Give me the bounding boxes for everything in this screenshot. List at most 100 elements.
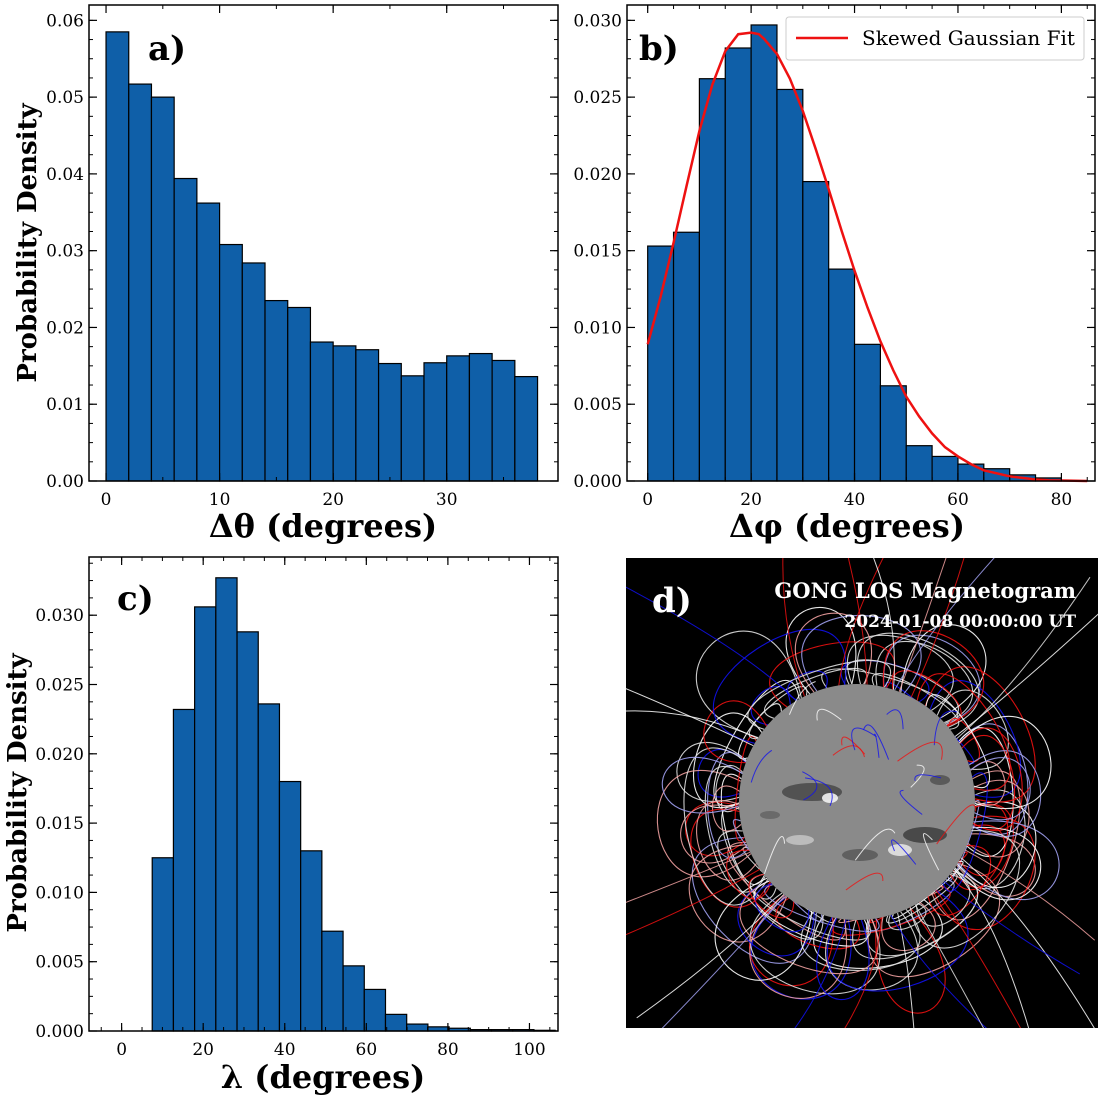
field-line (949, 804, 1009, 891)
field-line (925, 694, 990, 789)
open-field-line (626, 710, 758, 739)
y-tick-label: 0.03 (46, 242, 84, 262)
field-line (775, 897, 860, 950)
histogram-bar (278, 780, 302, 1032)
histogram-bar (406, 1023, 429, 1032)
disk-field-line (897, 741, 943, 762)
y-tick-label: 0.01 (46, 395, 84, 415)
legend-label: Skewed Gaussian Fit (862, 26, 1075, 50)
histogram-bar (698, 78, 726, 482)
histogram-bar (287, 306, 312, 482)
magnetogram-timestamp: 2024-01-08 00:00:00 UT (844, 612, 1076, 632)
disk-field-line (816, 708, 842, 721)
disk-field-line (805, 777, 833, 807)
field-line (737, 880, 815, 957)
y-tick-label: 0.020 (573, 165, 622, 185)
field-line (846, 634, 954, 711)
disk-field-line (910, 764, 925, 788)
x-tick-label: 60 (356, 1040, 378, 1060)
open-field-line (910, 558, 965, 698)
disk-field-line (891, 839, 917, 865)
bars-group (151, 577, 556, 1032)
field-line (881, 901, 936, 952)
x-tick-label: 60 (947, 490, 969, 510)
histogram-bar (802, 180, 830, 482)
disk-field-line (802, 771, 818, 801)
field-line (749, 892, 881, 995)
disk-field-line (750, 749, 773, 783)
field-line (692, 836, 818, 964)
histogram-bar (750, 24, 778, 482)
histogram-bar (257, 703, 281, 1032)
histogram-bar (194, 606, 217, 1032)
y-axis: 0.00 0.01 0.02 0.03 0.04 0.05 0.06 (46, 11, 558, 492)
field-line (693, 712, 763, 809)
y-tick-label: 0.005 (573, 395, 622, 415)
x-tick-label: 40 (274, 1040, 296, 1060)
histogram-bar (724, 47, 752, 482)
histogram-bar (241, 262, 266, 482)
x-tick-label: 20 (192, 1040, 214, 1060)
field-line (712, 785, 742, 832)
open-field-line (873, 558, 895, 690)
x-tick-label: 100 (513, 1040, 545, 1060)
y-tick-label: 0.010 (35, 883, 84, 903)
open-field-line (898, 558, 947, 692)
field-line (954, 826, 1042, 901)
field-line (748, 894, 834, 987)
open-field-line (847, 558, 868, 685)
disk-field-line (854, 828, 896, 861)
field-line (958, 824, 1006, 876)
histogram-bar (776, 88, 804, 482)
histogram-lambda: 0.000 0.005 0.010 0.015 0.020 0.025 0.030 0 20 4… (3, 556, 559, 1096)
x-tick-label: 80 (1051, 490, 1073, 510)
skewed-gaussian-fit-line (646, 31, 1088, 483)
disk-field-line (873, 733, 880, 758)
field-line (915, 873, 971, 927)
histogram-bar (384, 1013, 408, 1032)
field-line (748, 873, 795, 919)
y-tick-label: 0.02 (46, 318, 84, 338)
field-line (956, 801, 1037, 889)
x-tick-label: 80 (437, 1040, 459, 1060)
histogram-bar (957, 463, 985, 482)
histogram-bar (342, 965, 365, 1032)
histogram-bar (332, 345, 357, 482)
open-field-line (626, 851, 751, 903)
magnetogram-panel: d) GONG LOS Magnetogram 2024-01-08 00:00… (626, 558, 1098, 1028)
plot-frame (88, 556, 559, 1032)
legend-box (785, 16, 1085, 61)
histogram-bar (514, 375, 539, 482)
field-line (764, 884, 880, 932)
x-axis-title: λ (degrees) (221, 1058, 426, 1096)
solar-disk (739, 684, 975, 920)
field-line (703, 700, 768, 764)
field-line (875, 907, 946, 1014)
field-line (696, 800, 757, 881)
x-axis: 0 10 20 30 (101, 5, 504, 510)
field-line (958, 715, 1052, 810)
field-line (968, 750, 1042, 837)
x-axis-title: Δφ (degrees) (729, 507, 965, 545)
field-line (957, 820, 1060, 900)
histogram-bar (236, 631, 259, 1032)
field-line (961, 734, 1016, 831)
disk-field-line (936, 804, 977, 845)
y-tick-label: 0.000 (35, 1022, 84, 1042)
disk-field-line (922, 833, 940, 871)
disk-field-line (899, 789, 923, 815)
field-line (683, 747, 769, 906)
open-field-line (897, 912, 915, 1028)
histogram-bar (309, 341, 334, 482)
field-line (753, 880, 869, 947)
histogram-bar (363, 988, 387, 1032)
histogram-bar (931, 455, 959, 482)
field-line (721, 806, 777, 900)
field-line (690, 808, 771, 908)
histogram-bar (377, 362, 402, 482)
field-line (754, 883, 810, 933)
field-line (794, 612, 872, 693)
legend: Skewed Gaussian Fit (785, 16, 1085, 61)
field-line (656, 769, 752, 878)
